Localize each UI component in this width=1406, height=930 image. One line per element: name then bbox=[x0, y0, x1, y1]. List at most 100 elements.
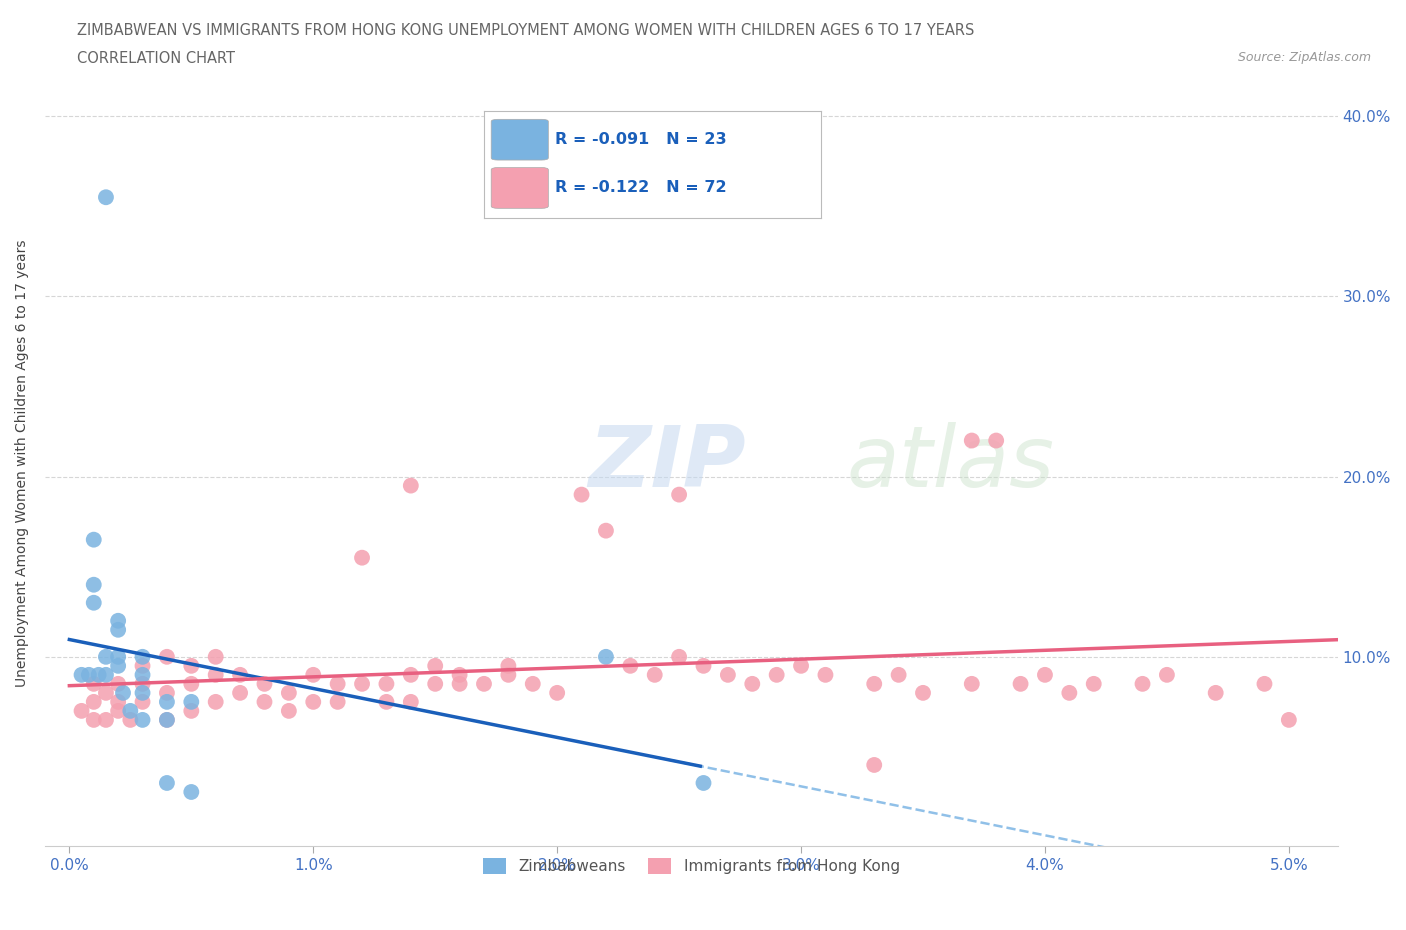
Point bbox=[131, 685, 153, 700]
Point bbox=[156, 649, 179, 664]
Point bbox=[204, 649, 226, 664]
Point bbox=[326, 695, 349, 710]
Point bbox=[94, 712, 117, 727]
Point bbox=[131, 676, 153, 691]
Point bbox=[107, 649, 129, 664]
Point bbox=[156, 695, 179, 710]
Point bbox=[595, 524, 617, 538]
Point bbox=[425, 658, 447, 673]
Point bbox=[83, 532, 105, 547]
Point bbox=[546, 685, 568, 700]
Point bbox=[498, 668, 520, 683]
Point bbox=[350, 551, 373, 565]
Text: atlas: atlas bbox=[846, 421, 1054, 505]
Point bbox=[107, 676, 129, 691]
Point bbox=[77, 668, 100, 683]
Point bbox=[814, 668, 837, 683]
Point bbox=[863, 758, 886, 773]
Point bbox=[644, 668, 666, 683]
Legend: Zimbabweans, Immigrants from Hong Kong: Zimbabweans, Immigrants from Hong Kong bbox=[477, 852, 905, 881]
Point bbox=[180, 676, 202, 691]
Point bbox=[449, 668, 471, 683]
Point bbox=[229, 668, 252, 683]
Point bbox=[1132, 676, 1154, 691]
Point bbox=[375, 676, 398, 691]
Point bbox=[668, 649, 690, 664]
Point bbox=[863, 676, 886, 691]
Point bbox=[399, 668, 422, 683]
Point bbox=[131, 695, 153, 710]
Point bbox=[83, 676, 105, 691]
Point bbox=[960, 433, 983, 448]
Point bbox=[375, 695, 398, 710]
Point bbox=[302, 695, 325, 710]
Point bbox=[204, 695, 226, 710]
Point bbox=[83, 712, 105, 727]
Point bbox=[70, 668, 93, 683]
Point bbox=[229, 685, 252, 700]
Point bbox=[277, 703, 299, 718]
Point bbox=[180, 703, 202, 718]
Text: ZIMBABWEAN VS IMMIGRANTS FROM HONG KONG UNEMPLOYMENT AMONG WOMEN WITH CHILDREN A: ZIMBABWEAN VS IMMIGRANTS FROM HONG KONG … bbox=[77, 23, 974, 38]
Point bbox=[399, 478, 422, 493]
Point bbox=[425, 676, 447, 691]
Point bbox=[571, 487, 593, 502]
Point bbox=[765, 668, 787, 683]
Point bbox=[1083, 676, 1105, 691]
Point bbox=[1205, 685, 1227, 700]
Point bbox=[156, 685, 179, 700]
Point bbox=[277, 685, 299, 700]
Point bbox=[1010, 676, 1032, 691]
Point bbox=[107, 695, 129, 710]
Point bbox=[70, 703, 93, 718]
Point bbox=[741, 676, 763, 691]
Point bbox=[668, 487, 690, 502]
Point bbox=[399, 695, 422, 710]
Point bbox=[131, 658, 153, 673]
Point bbox=[692, 776, 714, 790]
Text: ZIP: ZIP bbox=[588, 421, 745, 505]
Point bbox=[180, 658, 202, 673]
Point bbox=[87, 668, 110, 683]
Point bbox=[960, 676, 983, 691]
Y-axis label: Unemployment Among Women with Children Ages 6 to 17 years: Unemployment Among Women with Children A… bbox=[15, 239, 30, 687]
Point bbox=[911, 685, 934, 700]
Point bbox=[94, 685, 117, 700]
Point bbox=[717, 668, 740, 683]
Point bbox=[253, 695, 276, 710]
Point bbox=[253, 676, 276, 691]
Point bbox=[107, 613, 129, 628]
Point bbox=[692, 658, 714, 673]
Point bbox=[107, 658, 129, 673]
Point bbox=[94, 190, 117, 205]
Text: Source: ZipAtlas.com: Source: ZipAtlas.com bbox=[1237, 51, 1371, 64]
Point bbox=[790, 658, 813, 673]
Point bbox=[156, 712, 179, 727]
Point bbox=[204, 668, 226, 683]
Point bbox=[986, 433, 1008, 448]
Point bbox=[1059, 685, 1081, 700]
Point bbox=[156, 712, 179, 727]
Point bbox=[1278, 712, 1301, 727]
Point bbox=[619, 658, 641, 673]
Point bbox=[1033, 668, 1056, 683]
Point bbox=[498, 658, 520, 673]
Point bbox=[131, 712, 153, 727]
Point bbox=[595, 649, 617, 664]
Point bbox=[302, 668, 325, 683]
Point bbox=[1253, 676, 1275, 691]
Point bbox=[131, 668, 153, 683]
Point bbox=[83, 578, 105, 592]
Point bbox=[156, 776, 179, 790]
Point bbox=[1156, 668, 1178, 683]
Point bbox=[107, 622, 129, 637]
Point bbox=[131, 649, 153, 664]
Point bbox=[350, 676, 373, 691]
Point bbox=[180, 785, 202, 800]
Point bbox=[887, 668, 910, 683]
Point bbox=[83, 695, 105, 710]
Point bbox=[107, 703, 129, 718]
Point bbox=[326, 676, 349, 691]
Point bbox=[522, 676, 544, 691]
Point bbox=[111, 685, 134, 700]
